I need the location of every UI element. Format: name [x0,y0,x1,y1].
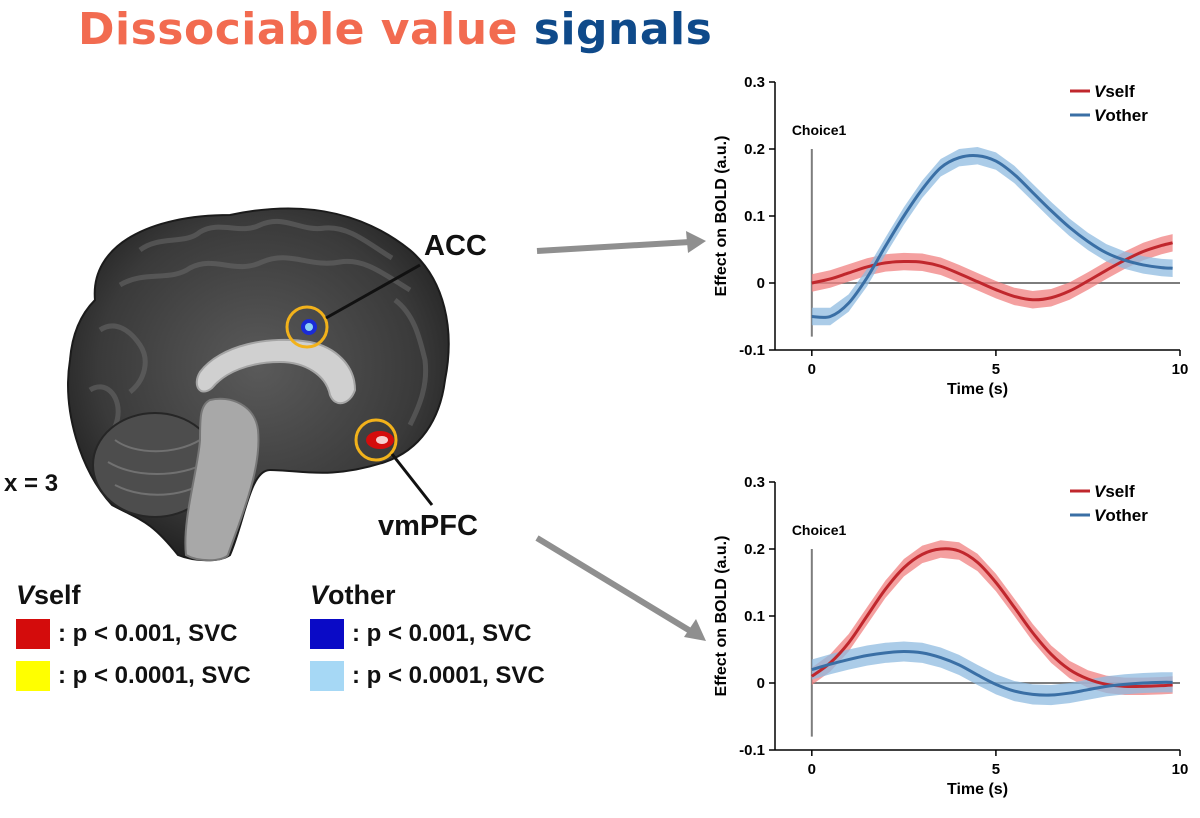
legend-row: : p < 0.001, SVC [16,613,251,655]
y-tick-label: 0.2 [744,541,765,558]
title-part-1: Dissociable value [78,4,518,55]
series-line-vother [811,153,1173,319]
legend-text: : p < 0.0001, SVC [352,662,545,689]
legend-label-vself: Vself [1094,482,1135,501]
vmpfc-label: vmPFC [378,510,478,542]
legend-swatch-yellow [16,661,50,691]
legend-vother: Vother : p < 0.001, SVC : p < 0.0001, SV… [310,580,545,697]
legend-label-vself: Vself [1094,82,1135,101]
series-line-vself [810,547,1173,689]
y-axis-label: Effect on BOLD (a.u.) [713,536,730,697]
slice-coordinate-label: x = 3 [4,470,59,497]
legend-swatch-red [16,619,50,649]
legend-label-vother: Vother [1094,506,1148,525]
x-axis-label: Time (s) [947,781,1008,798]
y-axis-label: Effect on BOLD (a.u.) [713,136,730,297]
series-error-band-vother [811,641,1173,706]
legend-row: : p < 0.0001, SVC [16,655,251,697]
legend-vother-title: Vother [310,580,396,610]
acc-label: ACC [424,230,487,262]
brainstem [184,397,260,562]
vmpfc-highlight-circle [354,418,398,462]
y-tick-label: 0 [757,275,765,292]
legend-vself: Vself : p < 0.001, SVC : p < 0.0001, SVC [16,580,251,697]
series-line-vother [811,650,1173,697]
x-tick-label: 5 [992,361,1000,378]
y-tick-label: 0 [757,675,765,692]
y-tick-label: -0.1 [739,742,765,759]
x-tick-label: 10 [1172,761,1189,778]
y-tick-label: 0.2 [744,141,765,158]
legend-vself-title: Vself [16,580,81,610]
legend-row: : p < 0.001, SVC [310,613,545,655]
acc-bold-chart: -0.1 0 0.1 0.2 0.3 0 5 10 Time (s) Effect on BOLD… [713,74,1189,398]
x-tick-label: 10 [1172,361,1189,378]
y-tick-label: 0.3 [744,74,765,91]
legend-row: : p < 0.0001, SVC [310,655,545,697]
acc-highlight-circle [285,305,329,349]
event-label: Choice1 [792,122,847,138]
legend-label-vother: Vother [1094,106,1148,125]
y-tick-label: 0.3 [744,474,765,491]
x-tick-label: 0 [808,761,816,778]
series-error-band-vother [811,146,1173,326]
x-tick-label: 0 [808,361,816,378]
vmpfc-bold-chart: -0.1 0 0.1 0.2 0.3 0 5 10 Time (s) Effect on BOLD… [713,474,1189,798]
x-tick-label: 5 [992,761,1000,778]
page-title: Dissociable value signals [78,4,712,55]
y-tick-label: 0.1 [744,608,765,625]
event-label: Choice1 [792,522,847,538]
vmpfc-pointer-line [390,453,434,506]
series-line-vself [811,241,1173,302]
y-tick-label: 0.1 [744,208,765,225]
legend-swatch-blue [310,619,344,649]
title-part-2: signals [533,4,713,55]
y-tick-label: -0.1 [739,342,765,359]
legend-text: : p < 0.001, SVC [352,620,532,647]
legend-text: : p < 0.001, SVC [58,620,238,647]
legend-text: : p < 0.0001, SVC [58,662,251,689]
series-error-band-vself [811,234,1173,309]
legend-swatch-lightblue [310,661,344,691]
arrow-to-acc-chart [536,239,691,254]
arrow-to-vmpfc-chart [535,535,694,635]
acc-pointer-line [325,263,421,320]
x-axis-label: Time (s) [947,381,1008,398]
